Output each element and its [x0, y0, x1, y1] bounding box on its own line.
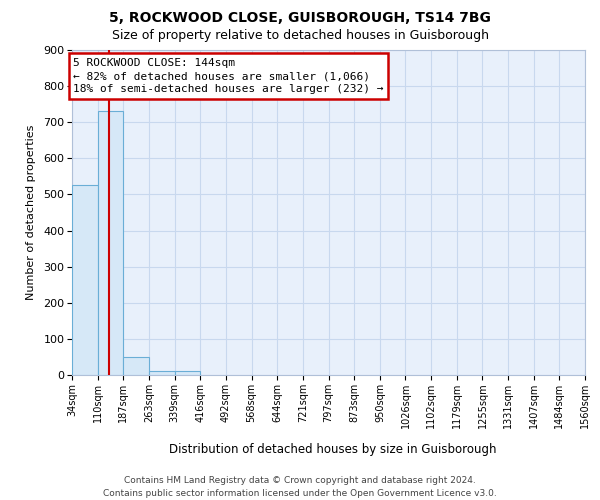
Text: 5 ROCKWOOD CLOSE: 144sqm
← 82% of detached houses are smaller (1,066)
18% of sem: 5 ROCKWOOD CLOSE: 144sqm ← 82% of detach… — [73, 58, 383, 94]
Bar — [98, 112, 124, 375]
Text: 5, ROCKWOOD CLOSE, GUISBOROUGH, TS14 7BG: 5, ROCKWOOD CLOSE, GUISBOROUGH, TS14 7BG — [109, 11, 491, 25]
Text: Distribution of detached houses by size in Guisborough: Distribution of detached houses by size … — [169, 442, 497, 456]
Text: Contains HM Land Registry data © Crown copyright and database right 2024.: Contains HM Land Registry data © Crown c… — [124, 476, 476, 485]
Y-axis label: Number of detached properties: Number of detached properties — [26, 125, 36, 300]
Bar — [72, 184, 98, 375]
Bar — [124, 357, 149, 375]
Text: Size of property relative to detached houses in Guisborough: Size of property relative to detached ho… — [112, 29, 488, 42]
Bar — [175, 370, 200, 375]
Bar — [149, 370, 175, 375]
Text: Contains public sector information licensed under the Open Government Licence v3: Contains public sector information licen… — [103, 489, 497, 498]
